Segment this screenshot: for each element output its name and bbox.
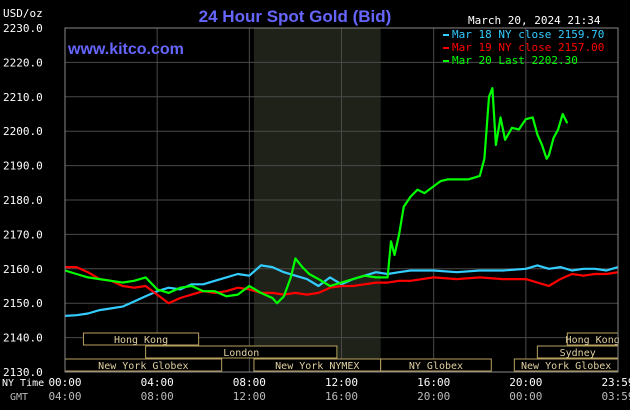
legend-entry-mar20: Mar 20 Last 2202.30 bbox=[452, 54, 578, 67]
x-tick-label-gmt: 03:59 bbox=[601, 390, 630, 403]
series-lines bbox=[64, 87, 619, 317]
session-label: New York NYMEX bbox=[275, 361, 359, 372]
session-label: New York Globex bbox=[98, 361, 188, 372]
session-label: NY Globex bbox=[409, 361, 463, 372]
y-tick-label: 2150.0 bbox=[3, 297, 43, 310]
y-tick-label: 2170.0 bbox=[3, 228, 43, 241]
x-tick-label-ny: 20:00 bbox=[509, 376, 542, 389]
x-tick-label-ny: 00:00 bbox=[48, 376, 81, 389]
x-tick-label-ny: 04:00 bbox=[141, 376, 174, 389]
y-tick-label: 2190.0 bbox=[3, 160, 43, 173]
chart-title: 24 Hour Spot Gold (Bid) bbox=[199, 7, 392, 26]
session-label: Hong Kong bbox=[566, 335, 620, 346]
timestamp: March 20, 2024 21:34 bbox=[468, 14, 601, 27]
x-tick-label-ny: 23:59 bbox=[601, 376, 630, 389]
website-watermark[interactable]: www.kitco.com bbox=[67, 41, 184, 58]
y-tick-label: 2200.0 bbox=[3, 125, 43, 138]
session-label: Hong Kong bbox=[114, 335, 168, 346]
series-line-2 bbox=[65, 266, 619, 305]
plot-frame bbox=[64, 27, 619, 373]
x-tick-label-gmt: 16:00 bbox=[325, 390, 358, 403]
y-tick-label: 2220.0 bbox=[3, 56, 43, 69]
x-tick-label-ny: 12:00 bbox=[325, 376, 358, 389]
x-tick-label-gmt: 12:00 bbox=[233, 390, 266, 403]
y-tick-label: 2230.0 bbox=[3, 22, 43, 35]
session-label: London bbox=[223, 348, 259, 359]
unit-label: USD/oz bbox=[3, 7, 43, 20]
legend-swatch-mar19 bbox=[443, 47, 449, 49]
series-line-1 bbox=[64, 264, 619, 317]
session-label: Sydney bbox=[560, 348, 596, 359]
session-box bbox=[145, 345, 338, 359]
market-sessions: Hong Kong London New York Globex New York N… bbox=[64, 332, 620, 372]
x-tick-label-ny: 08:00 bbox=[233, 376, 266, 389]
x-tick-label-gmt: 20:00 bbox=[417, 390, 450, 403]
y-tick-label: 2210.0 bbox=[3, 91, 43, 104]
legend-swatch-mar18 bbox=[443, 34, 449, 36]
x-tick-label-gmt: 04:00 bbox=[48, 390, 81, 403]
ny-time-axis-label: NY Time bbox=[2, 378, 44, 389]
legend: Mar 18 NY close 2159.70 Mar 19 NY close … bbox=[443, 28, 604, 67]
legend-swatch-mar20 bbox=[443, 60, 449, 62]
gmt-axis-label: GMT bbox=[10, 392, 28, 403]
series-line-3 bbox=[64, 87, 569, 305]
y-tick-label: 2140.0 bbox=[3, 332, 43, 345]
axes: 2130.0 2140.0 2150.0 2160.0 2170.0 2180.0 2190… bbox=[3, 22, 630, 403]
legend-entry-mar18: Mar 18 NY close 2159.70 bbox=[452, 28, 604, 41]
x-tick-label-gmt: 08:00 bbox=[141, 390, 174, 403]
x-tick-label-gmt: 00:00 bbox=[509, 390, 542, 403]
y-tick-label: 2130.0 bbox=[3, 366, 43, 379]
x-tick-label-ny: 16:00 bbox=[417, 376, 450, 389]
session-label: New York Globex bbox=[521, 361, 611, 372]
legend-entry-mar19: Mar 19 NY close 2157.00 bbox=[452, 41, 604, 54]
y-tick-label: 2180.0 bbox=[3, 194, 43, 207]
y-tick-label: 2160.0 bbox=[3, 263, 43, 276]
session-box bbox=[82, 332, 200, 346]
session-box bbox=[380, 358, 492, 372]
